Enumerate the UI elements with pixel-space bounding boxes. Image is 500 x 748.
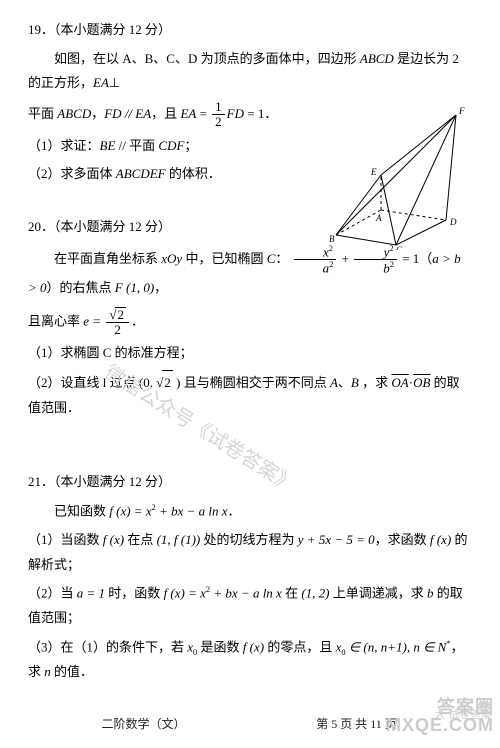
p21-q3: （3）在（1）的条件下，若 x0 是函数 f (x) 的零点，且 x0 ∈ (n…: [28, 635, 472, 685]
edge-ef: [381, 115, 456, 175]
p21-q2c: 在: [282, 586, 302, 601]
p19-body2-b: ，: [91, 106, 104, 121]
p21-q1a: （1）当函数: [28, 532, 103, 547]
p19-body1-a: 如图，在以 A、B、C、D 为顶点的多面体中，四边形: [54, 51, 360, 66]
p21-q2d: 上单调递减，求: [330, 586, 428, 601]
p21-q2a: （2）当: [28, 586, 77, 601]
edge-df: [446, 115, 456, 220]
p21-q1c: 处的切线方程为: [200, 532, 298, 547]
p19-q1-a: （1）求证：: [28, 138, 100, 153]
p21-q3b: 是函数: [197, 639, 243, 654]
p20-sqrt2: 2: [115, 307, 126, 322]
p20-F: F (1, 0): [115, 280, 154, 295]
p20-b2a: 且离心率: [28, 313, 83, 328]
p19-body2-d: ．: [264, 106, 277, 121]
label-c: C: [396, 245, 403, 250]
p20-q2c: 、: [338, 375, 351, 390]
p19-ea: EA: [93, 75, 109, 90]
p21-int12: (1, 2): [301, 586, 329, 601]
p21-b1a: 已知函数: [54, 503, 109, 518]
problem-21: 21．（本小题满分 12 分） 已知函数 f (x) = x2 + bx − a…: [28, 470, 472, 684]
label-d: D: [449, 217, 457, 227]
p19-q1-c: ；: [184, 138, 197, 153]
p19-abcdef: ABCDEF: [116, 166, 166, 181]
p21-q1: （1）当函数 f (x) 在点 (1, f (1)) 处的切线方程为 y + 5…: [28, 528, 472, 577]
edge-bf: [336, 115, 456, 235]
edge-ba: [336, 210, 381, 235]
p21-fx: f (x) = x: [109, 503, 151, 518]
p21-q3a: （3）在（1）的条件下，若: [28, 639, 187, 654]
p20-q2b: 且与椭圆相交于两不同点: [180, 375, 330, 390]
p21-pt1: (1, f (1)): [157, 532, 201, 547]
label-e: E: [370, 167, 377, 177]
p19-fd: FD: [227, 106, 244, 121]
p20-b1e: ）的右焦点: [47, 280, 115, 295]
p21-fxs3: f (x): [243, 639, 264, 654]
p20-frac-e: √2 2: [106, 307, 129, 338]
edge-be: [336, 175, 381, 235]
p19-cdf: CDF: [158, 138, 184, 153]
p19-q2-b: 的体积．: [166, 166, 221, 181]
p19-q1-b: 平面: [126, 138, 159, 153]
footer-left: 二阶数学（文）: [39, 713, 249, 736]
p19-frac: 1 2: [212, 100, 225, 130]
p21-body-1: 已知函数 f (x) = x2 + bx − a ln x．: [28, 499, 472, 524]
p21-fxs2: f (x): [430, 532, 451, 547]
p20-b1a: 在平面直角坐标系: [54, 251, 161, 266]
p20-b1f: ，: [154, 280, 167, 295]
p21-fxfull: f (x) = x: [164, 586, 206, 601]
p20-B: B: [351, 375, 359, 390]
p19-abcd2: ABCD: [57, 106, 91, 121]
p19-figure: A B C D E F: [326, 100, 476, 250]
label-b: B: [329, 234, 335, 244]
p20-q1: （1）求椭圆 C 的标准方程；: [28, 341, 472, 366]
p20-body-1: 在平面直角坐标系 xOy 中，已知椭圆 C： x2 a2 + y2 b2 = 1…: [28, 244, 472, 301]
p21-q2: （2）当 a = 1 时，函数 f (x) = x2 + bx − a ln x…: [28, 581, 472, 631]
p21-fxfull2: + bx − a ln x: [210, 586, 282, 601]
p20-b1b: 中，已知椭圆: [182, 251, 267, 266]
p21-q2b: 时，函数: [105, 586, 164, 601]
p21-q1d: ，求函数: [375, 532, 430, 547]
p20-eq1: = 1: [402, 251, 419, 266]
p19-be: BE: [100, 138, 116, 153]
p20-e: e =: [83, 313, 101, 328]
p20-A: A: [330, 375, 338, 390]
p21-q3e: 的值．: [51, 664, 93, 679]
p19-header: 19．（本小题满分 12 分）: [28, 18, 472, 43]
p19-frac-den: 2: [212, 115, 225, 129]
p21-fx2: + bx − a ln x: [156, 503, 228, 518]
p20-q2d: ，求: [359, 375, 392, 390]
p20-b1d: （: [419, 251, 432, 266]
p19-body2-c: ，且: [151, 106, 180, 121]
p20-q2a: （2）设直线 l 过点: [28, 375, 139, 390]
p19-body1-c: ⊥: [109, 75, 120, 90]
p21-fxs1: f (x): [103, 532, 124, 547]
p21-b1b: ．: [228, 503, 241, 518]
p19-q2-a: （2）求多面体: [28, 166, 116, 181]
p21-q3c: 的零点，且: [264, 639, 336, 654]
p19-ea2: EA: [180, 106, 196, 121]
p20-b2b: ．: [131, 313, 144, 328]
p19-frac-num: 1: [212, 100, 225, 115]
p20-oa: OA: [391, 375, 408, 390]
p19-body2-a: 平面: [28, 106, 57, 121]
p20-xoy: xOy: [161, 251, 182, 266]
p20-body-2: 且离心率 e = √2 2 ．: [28, 307, 472, 338]
p19-abcd: ABCD: [360, 51, 394, 66]
p21-a1: a = 1: [77, 586, 105, 601]
p20-ob: OB: [413, 375, 430, 390]
p21-tan: y + 5x − 5 = 0: [298, 532, 375, 547]
p19-fdea: FD // EA: [104, 106, 151, 121]
corner-watermark-b: MXQE.COM: [386, 708, 494, 742]
p21-q1b: 在点: [124, 532, 157, 547]
label-a: A: [375, 213, 382, 223]
p20-q2: （2）设直线 l 过点 (0, √2 ) 且与椭圆相交于两不同点 A、B ，求 …: [28, 370, 472, 420]
p19-body-1: 如图，在以 A、B、C、D 为顶点的多面体中，四边形 ABCD 是边长为 2 的…: [28, 47, 472, 96]
p21-range: ∈ (n, n+1), n ∈ N: [346, 639, 447, 654]
p21-header: 21．（本小题满分 12 分）: [28, 470, 472, 495]
edge-cf: [396, 115, 456, 245]
p20-b1c: ：: [275, 251, 288, 266]
label-f: F: [458, 106, 465, 116]
